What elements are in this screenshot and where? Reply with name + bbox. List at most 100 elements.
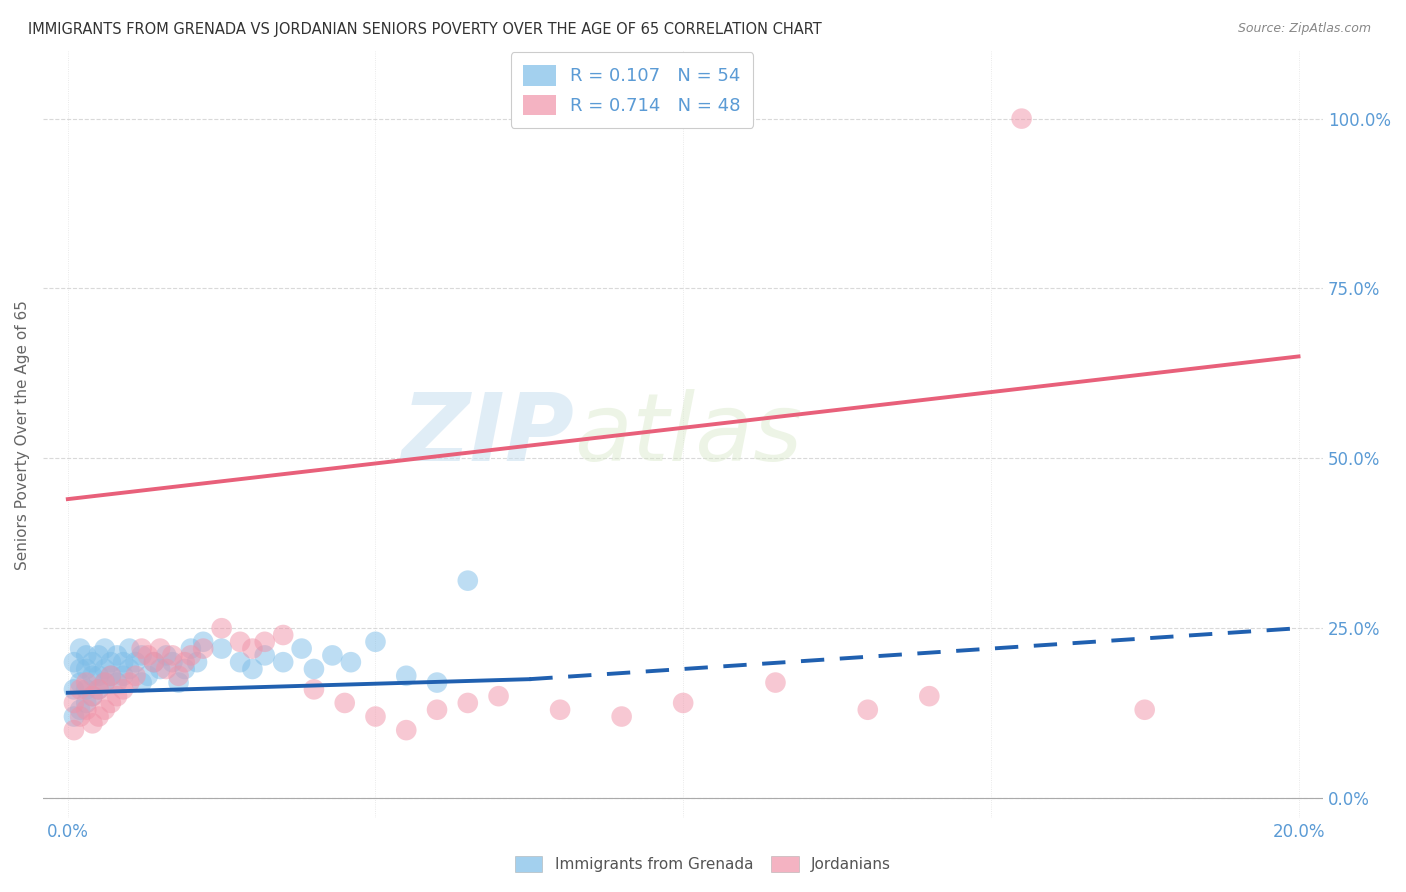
Point <box>610 709 633 723</box>
Point <box>193 635 215 649</box>
Point <box>333 696 356 710</box>
Point <box>112 655 135 669</box>
Point <box>1011 112 1033 126</box>
Point <box>149 641 172 656</box>
Point <box>302 662 325 676</box>
Point <box>186 655 208 669</box>
Point <box>82 689 104 703</box>
Point <box>63 696 86 710</box>
Point <box>155 648 177 663</box>
Point <box>75 662 97 676</box>
Point <box>242 662 264 676</box>
Point <box>63 655 86 669</box>
Point <box>112 682 135 697</box>
Point <box>124 669 146 683</box>
Point <box>118 641 141 656</box>
Point <box>918 689 941 703</box>
Point <box>291 641 314 656</box>
Point <box>321 648 343 663</box>
Point <box>82 716 104 731</box>
Legend: Immigrants from Grenada, Jordanians: Immigrants from Grenada, Jordanians <box>508 848 898 880</box>
Point <box>63 709 86 723</box>
Point <box>93 662 115 676</box>
Point <box>149 662 172 676</box>
Point <box>82 689 104 703</box>
Point <box>75 682 97 697</box>
Point <box>167 675 190 690</box>
Point <box>426 675 449 690</box>
Point <box>765 675 787 690</box>
Point <box>93 703 115 717</box>
Point <box>63 723 86 738</box>
Point <box>180 641 202 656</box>
Point <box>124 655 146 669</box>
Point <box>131 675 153 690</box>
Point <box>69 703 91 717</box>
Point <box>856 703 879 717</box>
Point <box>75 696 97 710</box>
Point <box>211 621 233 635</box>
Point <box>131 648 153 663</box>
Point <box>229 655 252 669</box>
Point <box>173 662 195 676</box>
Point <box>100 696 122 710</box>
Point <box>100 669 122 683</box>
Point <box>87 648 110 663</box>
Point <box>1133 703 1156 717</box>
Point <box>82 655 104 669</box>
Point <box>75 703 97 717</box>
Y-axis label: Seniors Poverty Over the Age of 65: Seniors Poverty Over the Age of 65 <box>15 300 30 569</box>
Point <box>93 641 115 656</box>
Point <box>112 669 135 683</box>
Point <box>395 723 418 738</box>
Point <box>105 689 128 703</box>
Point <box>340 655 363 669</box>
Point <box>457 574 479 588</box>
Text: ZIP: ZIP <box>402 389 575 481</box>
Point <box>100 669 122 683</box>
Point <box>143 655 166 669</box>
Point <box>193 641 215 656</box>
Point <box>87 709 110 723</box>
Point <box>93 675 115 690</box>
Point <box>426 703 449 717</box>
Point <box>105 648 128 663</box>
Point <box>105 675 128 690</box>
Point <box>143 655 166 669</box>
Point <box>271 655 294 669</box>
Text: Source: ZipAtlas.com: Source: ZipAtlas.com <box>1237 22 1371 36</box>
Point <box>271 628 294 642</box>
Point <box>69 641 91 656</box>
Point <box>167 669 190 683</box>
Point <box>364 709 387 723</box>
Point <box>118 662 141 676</box>
Point <box>302 682 325 697</box>
Point <box>211 641 233 656</box>
Point <box>69 682 91 697</box>
Point <box>395 669 418 683</box>
Point <box>364 635 387 649</box>
Point <box>87 682 110 697</box>
Point <box>69 662 91 676</box>
Point <box>672 696 695 710</box>
Text: IMMIGRANTS FROM GRENADA VS JORDANIAN SENIORS POVERTY OVER THE AGE OF 65 CORRELAT: IMMIGRANTS FROM GRENADA VS JORDANIAN SEN… <box>28 22 823 37</box>
Point <box>488 689 510 703</box>
Legend: R = 0.107   N = 54, R = 0.714   N = 48: R = 0.107 N = 54, R = 0.714 N = 48 <box>510 52 754 128</box>
Point <box>82 669 104 683</box>
Point <box>136 669 159 683</box>
Point <box>87 682 110 697</box>
Point <box>162 648 184 663</box>
Point <box>162 655 184 669</box>
Point <box>75 675 97 690</box>
Point <box>180 648 202 663</box>
Point <box>253 648 276 663</box>
Point <box>93 675 115 690</box>
Point <box>63 682 86 697</box>
Point <box>548 703 571 717</box>
Point <box>253 635 276 649</box>
Point <box>155 662 177 676</box>
Point <box>75 648 97 663</box>
Point <box>100 655 122 669</box>
Point <box>87 669 110 683</box>
Point <box>457 696 479 710</box>
